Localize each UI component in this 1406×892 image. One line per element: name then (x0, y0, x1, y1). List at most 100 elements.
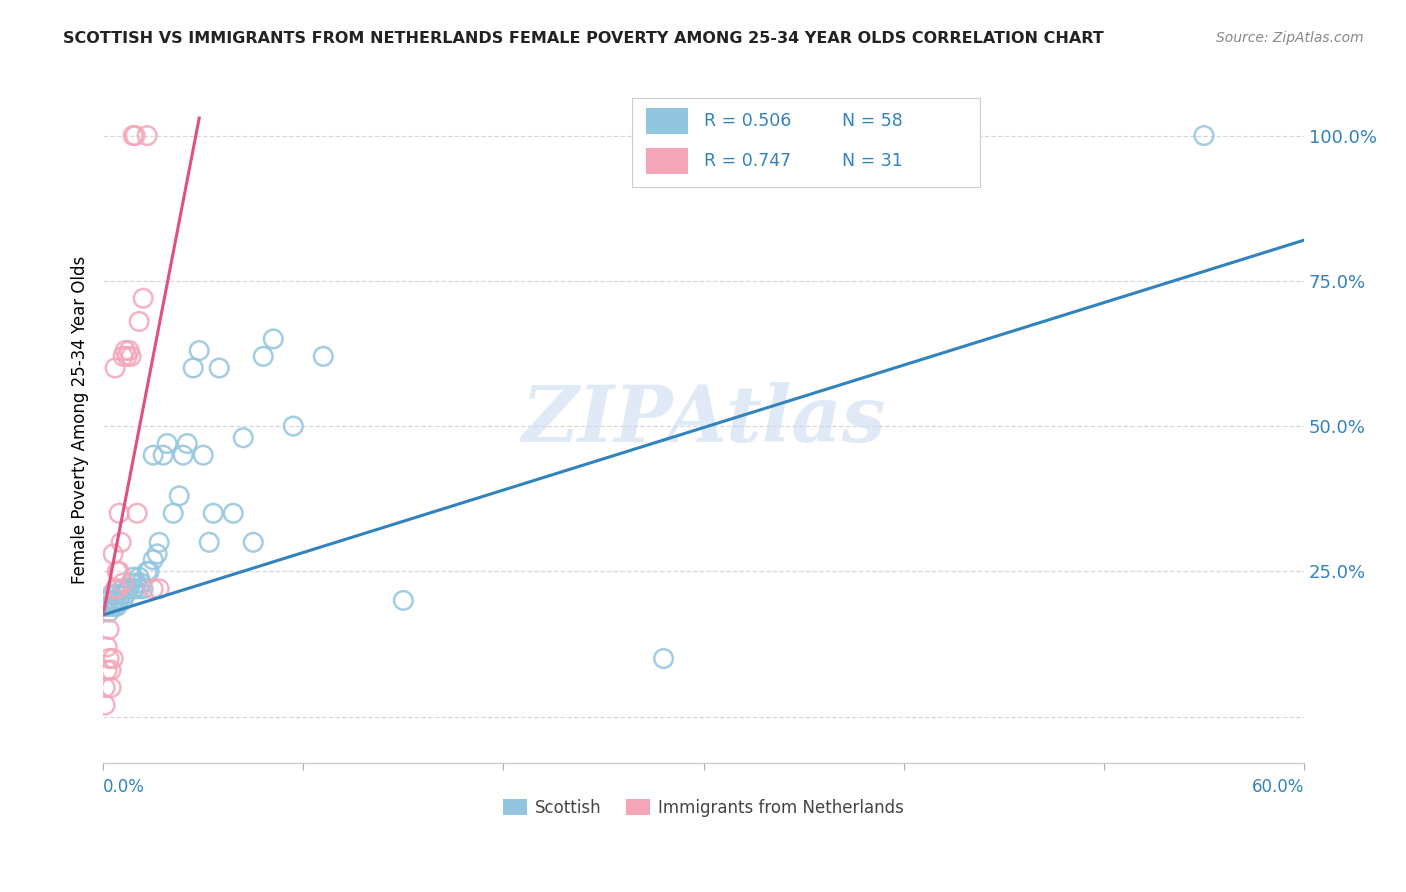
Point (156, 436, 179, 450)
Point (105, 588, 128, 602)
Point (208, 361, 231, 376)
Point (132, 582, 155, 596)
Text: SCOTTISH VS IMMIGRANTS FROM NETHERLANDS FEMALE POVERTY AMONG 25-34 YEAR OLDS COR: SCOTTISH VS IMMIGRANTS FROM NETHERLANDS … (63, 31, 1104, 46)
Point (112, 593, 135, 607)
Point (110, 535, 132, 549)
Point (283, 419, 305, 434)
Point (108, 565, 131, 579)
Point (100, 681, 122, 695)
Point (115, 350, 138, 364)
Point (148, 535, 170, 549)
Point (148, 582, 170, 596)
Point (129, 576, 152, 591)
Point (96, 640, 118, 654)
Point (104, 361, 127, 376)
Point (167, 489, 190, 503)
Point (105, 582, 128, 596)
Point (392, 593, 415, 607)
Point (128, 582, 150, 596)
Point (124, 128, 146, 143)
Point (138, 565, 160, 579)
Point (176, 436, 198, 450)
Point (142, 448, 165, 462)
Point (122, 582, 145, 596)
Point (232, 431, 254, 445)
Point (98, 605, 121, 619)
Point (124, 582, 146, 596)
Text: R = 0.747: R = 0.747 (703, 152, 790, 169)
Point (100, 599, 122, 614)
Point (128, 314, 150, 328)
Point (96, 599, 118, 614)
Point (94, 681, 117, 695)
Point (108, 506, 131, 520)
Point (94, 599, 117, 614)
Point (146, 547, 169, 561)
Point (104, 599, 127, 614)
Point (136, 128, 159, 143)
Point (198, 535, 221, 549)
Point (100, 588, 122, 602)
Point (172, 448, 194, 462)
Point (98, 623, 121, 637)
FancyBboxPatch shape (645, 148, 688, 174)
Point (105, 565, 128, 579)
Point (242, 535, 264, 549)
Point (262, 332, 284, 346)
Point (112, 582, 135, 596)
Point (162, 506, 184, 520)
Point (101, 599, 124, 614)
Point (122, 128, 145, 143)
Point (222, 506, 245, 520)
Text: N = 31: N = 31 (842, 152, 903, 169)
Point (120, 350, 142, 364)
Point (127, 576, 149, 591)
Point (112, 576, 135, 591)
Point (101, 547, 124, 561)
Text: Source: ZipAtlas.com: Source: ZipAtlas.com (1216, 31, 1364, 45)
Legend: Scottish, Immigrants from Netherlands: Scottish, Immigrants from Netherlands (496, 792, 911, 823)
Point (104, 593, 127, 607)
Point (312, 350, 335, 364)
Point (136, 565, 159, 579)
Point (128, 570, 150, 584)
Point (115, 582, 138, 596)
Point (142, 553, 165, 567)
Point (122, 570, 145, 584)
Point (118, 582, 141, 596)
Point (104, 582, 127, 596)
Point (252, 350, 274, 364)
Text: 0.0%: 0.0% (103, 778, 145, 797)
Point (101, 651, 124, 665)
Point (112, 350, 135, 364)
Point (1192, 128, 1215, 143)
Point (118, 343, 141, 358)
Point (142, 582, 165, 596)
Point (105, 599, 128, 614)
Point (96, 593, 118, 607)
Point (94, 698, 117, 712)
Point (96, 663, 118, 677)
Point (193, 448, 215, 462)
Point (188, 343, 211, 358)
Point (108, 593, 131, 607)
Point (181, 361, 204, 376)
Point (98, 593, 121, 607)
Text: N = 58: N = 58 (842, 112, 903, 129)
Point (652, 651, 675, 665)
Point (110, 588, 132, 602)
Text: 60.0%: 60.0% (1251, 778, 1305, 797)
Point (108, 593, 131, 607)
Point (152, 448, 174, 462)
Point (120, 576, 142, 591)
Text: ZIPAtlas: ZIPAtlas (522, 382, 886, 458)
Point (202, 506, 225, 520)
Point (101, 593, 124, 607)
Point (114, 588, 136, 602)
Point (100, 663, 122, 677)
Point (127, 506, 149, 520)
Text: R = 0.506: R = 0.506 (703, 112, 792, 129)
Point (132, 291, 155, 305)
Y-axis label: Female Poverty Among 25-34 Year Olds: Female Poverty Among 25-34 Year Olds (72, 256, 89, 584)
FancyBboxPatch shape (645, 108, 688, 134)
